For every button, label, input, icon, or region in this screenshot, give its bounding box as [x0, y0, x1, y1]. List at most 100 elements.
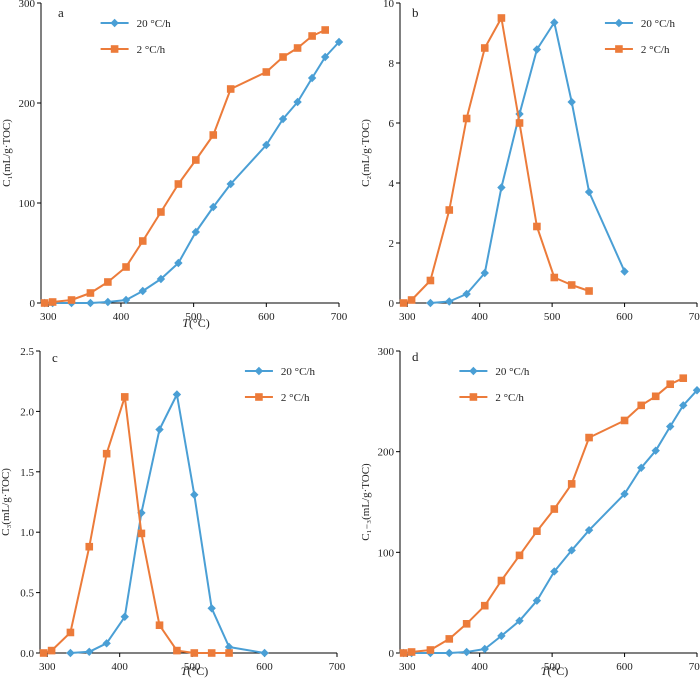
data-point [191, 227, 201, 237]
data-point [426, 646, 435, 654]
y-tick-label: 0 [389, 298, 395, 310]
panel-d: 0 100 200 300 300 400 500 600 700 d C₁₋₃(mL/g·TOC)… [360, 346, 700, 678]
data-point [48, 298, 57, 306]
data-point [567, 97, 576, 107]
data-point [173, 646, 181, 655]
y-axis-title: C₁(mL/g·TOC) [1, 119, 13, 187]
series-line [403, 389, 698, 654]
data-point [399, 649, 408, 657]
data-point [320, 52, 330, 62]
data-point [192, 156, 200, 164]
x-tick-label: 300 [40, 311, 57, 323]
data-point [102, 639, 111, 648]
x-tick-label: 700 [329, 661, 346, 673]
data-point [172, 390, 182, 399]
data-point [102, 449, 111, 458]
x-axis-title-unit: (°C) [187, 664, 208, 678]
legend-label: 2 °C/h [281, 392, 310, 404]
data-point [262, 68, 271, 76]
data-point [620, 416, 629, 425]
x-axis-title-symbol: T [181, 664, 189, 678]
data-point [637, 463, 646, 472]
series-line [430, 21, 626, 304]
data-point [39, 649, 48, 657]
data-point [174, 258, 183, 268]
legend-marker [110, 18, 119, 28]
legend-label: 20 °C/h [495, 366, 530, 378]
data-point [122, 263, 130, 271]
data-point [550, 18, 559, 27]
data-point [321, 26, 329, 34]
x-axis-title: T(°C) [181, 664, 208, 678]
data-point [85, 542, 94, 551]
data-point [550, 273, 559, 282]
y-tick-label: 4 [389, 178, 395, 190]
legend-marker [110, 45, 119, 53]
data-point [651, 392, 660, 401]
data-point [138, 237, 147, 245]
y-tick-label: 0 [30, 298, 36, 310]
data-point [445, 648, 454, 658]
y-tick-label: 2.5 [20, 346, 34, 358]
data-point [85, 647, 94, 656]
legend-label: 2 °C/h [641, 44, 670, 56]
data-point [278, 114, 288, 124]
x-tick-label: 700 [689, 661, 700, 673]
data-point [584, 525, 594, 535]
panel-label: c [52, 350, 58, 365]
data-point [679, 401, 688, 410]
series-line [403, 377, 684, 654]
x-axis-title: T(°C) [182, 316, 209, 330]
data-point [497, 631, 506, 641]
y-tick-label: 200 [19, 98, 36, 110]
data-point [532, 45, 542, 54]
legend-marker [614, 18, 624, 28]
x-tick-label: 400 [111, 661, 128, 673]
legend-label: 20 °C/h [641, 18, 676, 30]
data-point [665, 422, 675, 431]
data-point [190, 490, 199, 499]
panel-label: b [412, 5, 419, 20]
data-point [445, 635, 454, 643]
data-point [307, 73, 317, 83]
data-point [480, 601, 489, 610]
data-point [585, 287, 593, 295]
panel-b: 0 2 4 6 8 10 300 400 500 600 700 b C₂(mL/g·TOC) 20 °C… [360, 0, 700, 323]
data-point [620, 489, 629, 499]
x-axis-title-symbol: T [182, 316, 190, 330]
data-point [138, 286, 147, 296]
data-point [226, 85, 235, 93]
x-tick-label: 400 [113, 311, 130, 323]
data-point [190, 649, 199, 657]
data-point [515, 616, 524, 625]
data-point [279, 53, 287, 61]
data-point [666, 380, 674, 389]
data-point [260, 648, 269, 658]
x-tick-label: 300 [399, 311, 416, 323]
y-tick-label: 300 [19, 0, 36, 10]
legend-marker [255, 393, 263, 401]
data-point [533, 222, 541, 231]
legend-label: 20 °C/h [281, 366, 316, 378]
y-tick-label: 10 [383, 0, 395, 10]
data-point [66, 628, 75, 637]
data-point [515, 119, 524, 127]
x-axis-title: T(°C) [541, 664, 568, 678]
data-point [121, 295, 131, 305]
data-point [497, 14, 506, 22]
data-point [104, 278, 112, 286]
y-tick-label: 0 [389, 648, 395, 660]
data-point [137, 529, 146, 538]
data-point [462, 647, 471, 657]
data-point [226, 179, 235, 189]
x-tick-label: 700 [689, 311, 700, 323]
y-tick-label: 100 [378, 547, 395, 559]
panel-label: a [58, 5, 64, 20]
data-point [47, 646, 56, 655]
data-point [66, 648, 75, 658]
y-axis-title: C₃(mL/g·TOC) [0, 468, 12, 536]
y-tick-label: 0.0 [20, 648, 34, 660]
series-line [44, 41, 340, 304]
data-point [262, 140, 271, 150]
